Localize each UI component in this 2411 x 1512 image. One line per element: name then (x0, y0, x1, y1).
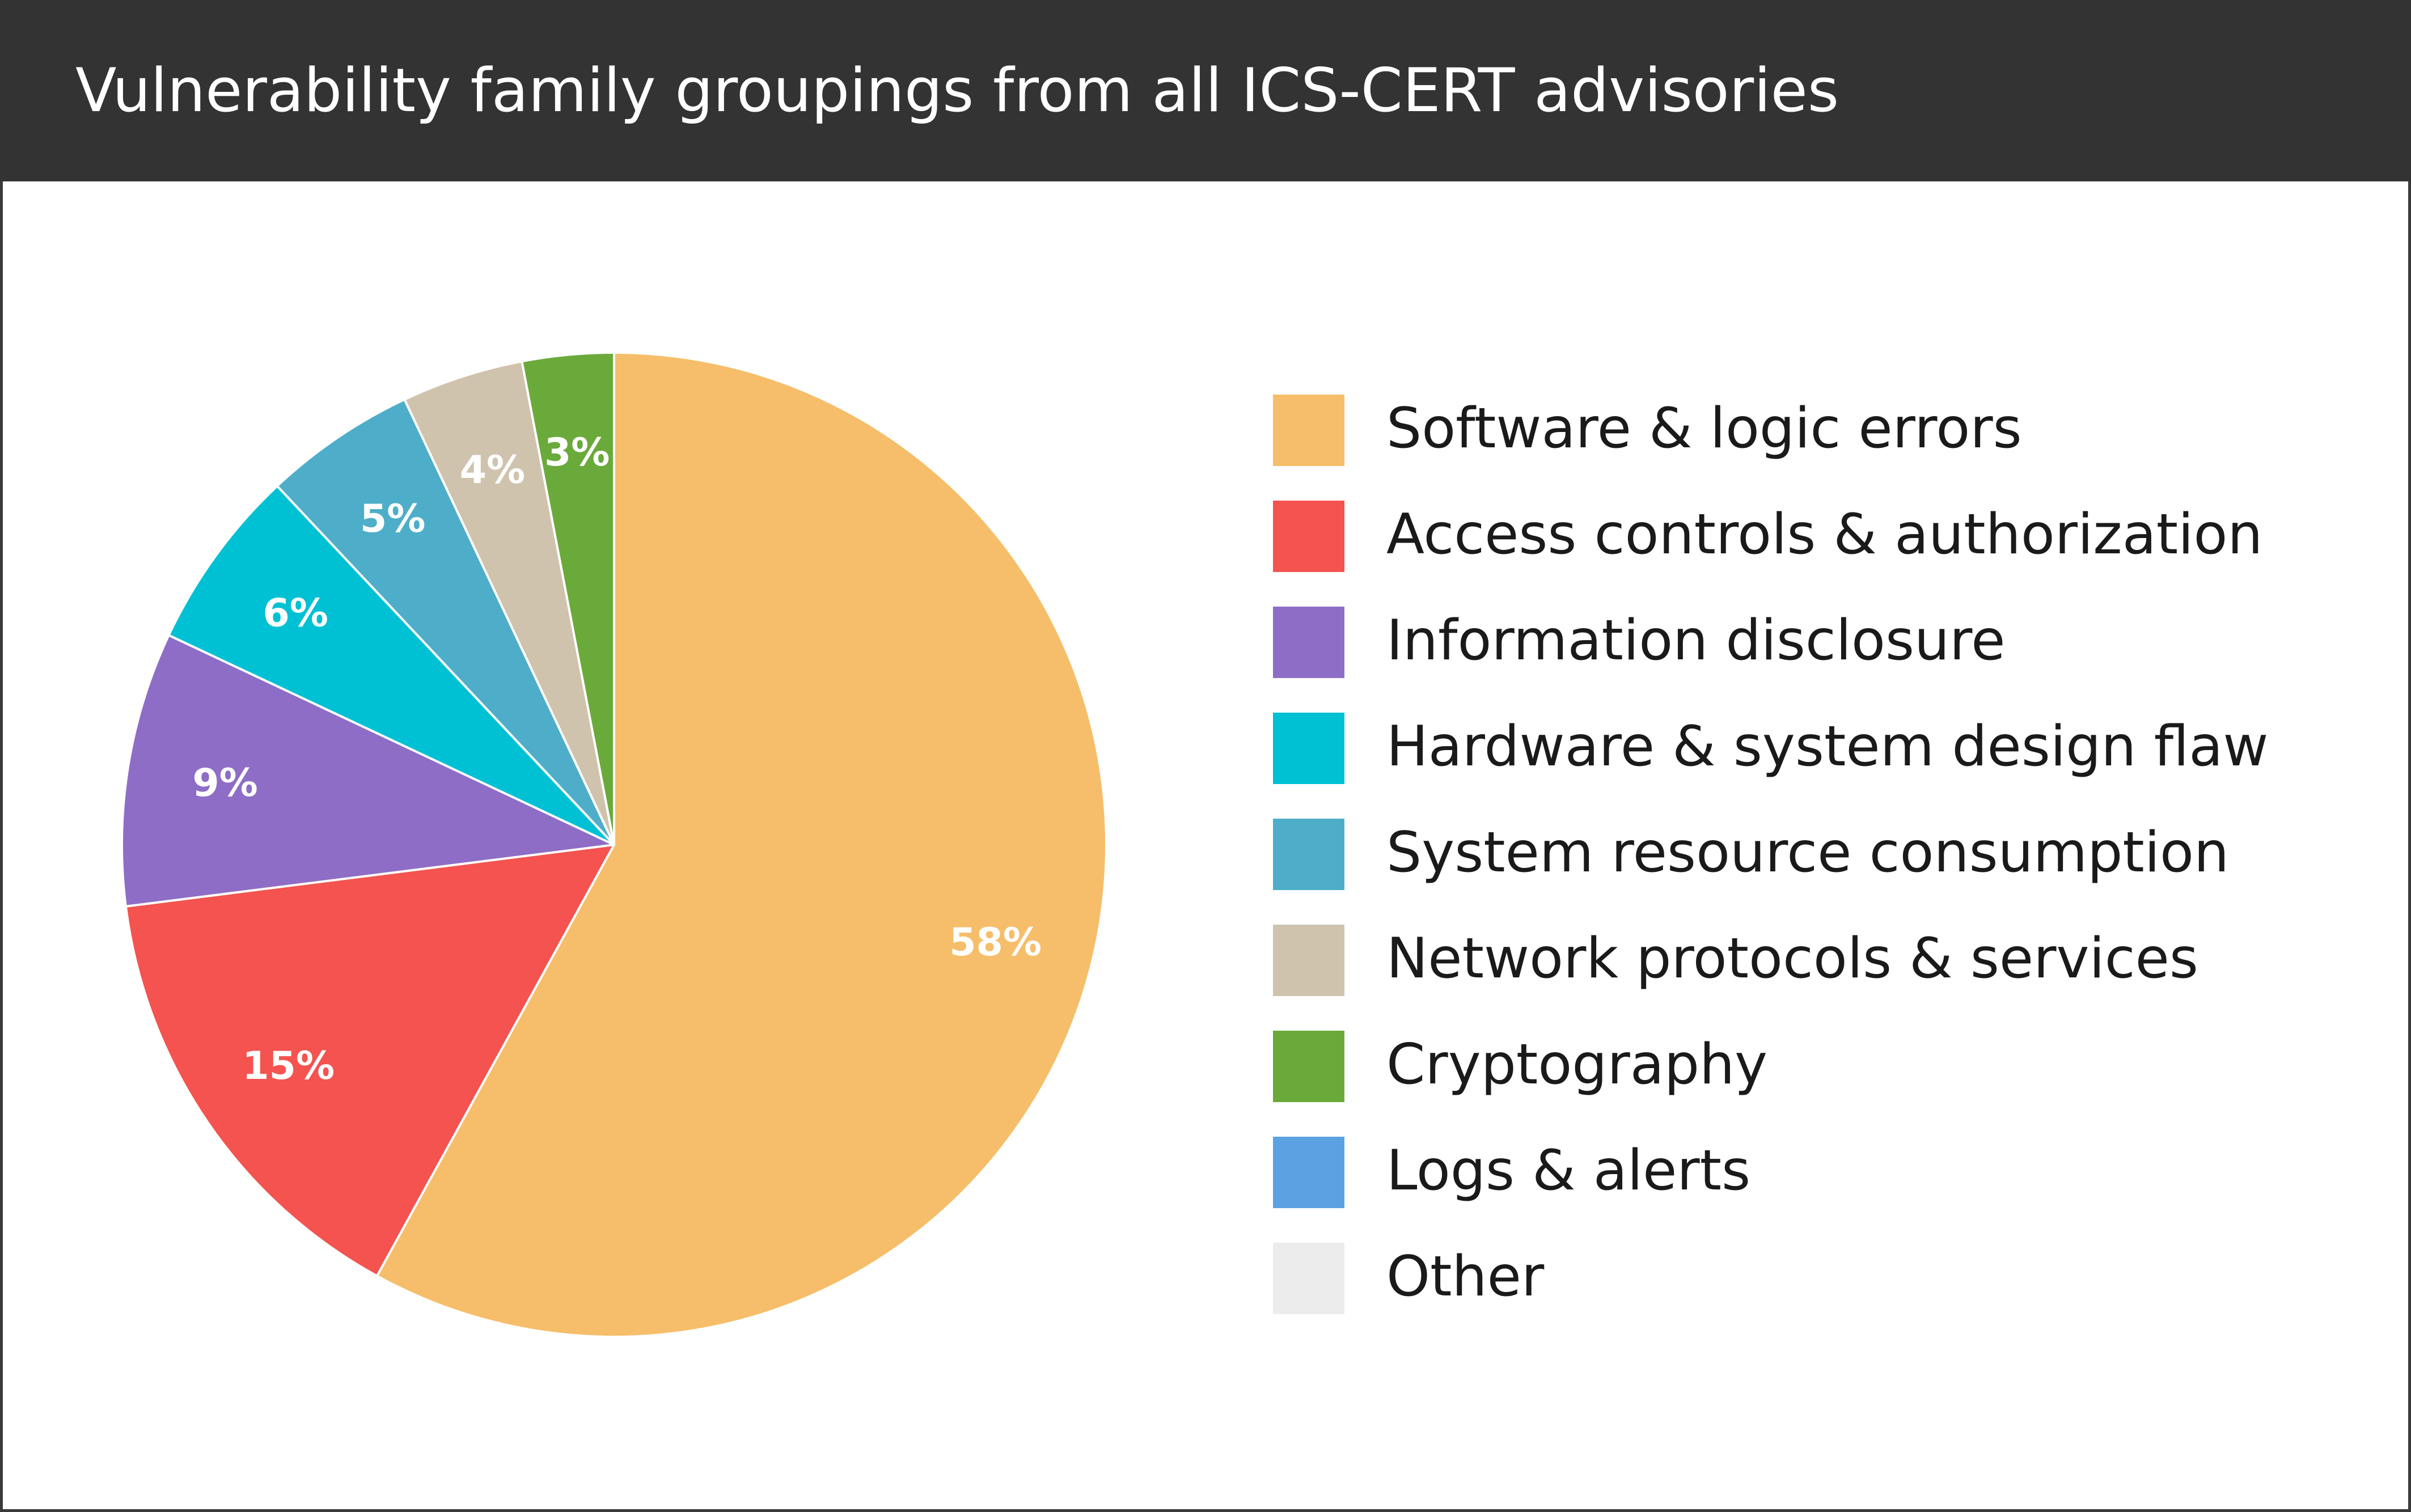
legend-item: Network protocols & services (1273, 923, 2350, 996)
legend-swatch (1273, 819, 1344, 890)
legend-label: Access controls & authorization (1386, 502, 2263, 567)
legend-item: System resource consumption (1273, 817, 2350, 890)
legend-item: Other (1273, 1241, 2350, 1314)
chart-title: Vulnerability family groupings from all … (75, 56, 1839, 125)
slice-label-5: 4% (460, 448, 525, 493)
legend-swatch (1273, 501, 1344, 572)
slice-label-1: 15% (242, 1044, 335, 1089)
slice-label-4: 5% (360, 497, 425, 541)
legend-swatch (1273, 607, 1344, 678)
pie-slice-0 (375, 351, 1107, 1338)
title-bar: Vulnerability family groupings from all … (0, 0, 2411, 181)
legend-label: Cryptography (1386, 1032, 1768, 1097)
legend-item: Logs & alerts (1273, 1135, 2350, 1208)
pie-slice-6 (521, 351, 615, 846)
slice-label-3: 6% (263, 591, 328, 636)
pie-slice-2 (121, 634, 615, 908)
legend-label: Software & logic errors (1386, 396, 2022, 461)
pie-slice-4 (276, 398, 615, 846)
pie-slice-5 (403, 360, 615, 846)
slice-label-2: 9% (192, 761, 257, 806)
slice-label-0: 58% (949, 920, 1042, 965)
slice-label-6: 3% (544, 430, 610, 475)
pie-slice-1 (124, 844, 615, 1277)
pie-slice-3 (167, 485, 615, 846)
legend-swatch (1273, 925, 1344, 996)
legend-swatch (1273, 1243, 1344, 1314)
legend-label: Hardware & system design flaw (1386, 714, 2269, 779)
legend-item: Hardware & system design flaw (1273, 711, 2350, 784)
legend-item: Cryptography (1273, 1029, 2350, 1102)
pie-slices (121, 351, 1107, 1338)
legend-swatch (1273, 395, 1344, 466)
legend-label: Other (1386, 1244, 1545, 1309)
legend-label: Logs & alerts (1386, 1138, 1751, 1203)
legend-item: Software & logic errors (1273, 393, 2350, 466)
legend-swatch (1273, 713, 1344, 784)
legend-swatch (1273, 1137, 1344, 1208)
pie-labels: 58% 15% 9% 6% 5% 4% 3% (192, 430, 1042, 1089)
legend-item: Information disclosure (1273, 605, 2350, 678)
legend-swatch (1273, 1031, 1344, 1102)
legend-item: Access controls & authorization (1273, 499, 2350, 572)
legend-label: Network protocols & services (1386, 926, 2198, 991)
legend-label: Information disclosure (1386, 608, 2006, 673)
legend-label: System resource consumption (1386, 820, 2230, 885)
